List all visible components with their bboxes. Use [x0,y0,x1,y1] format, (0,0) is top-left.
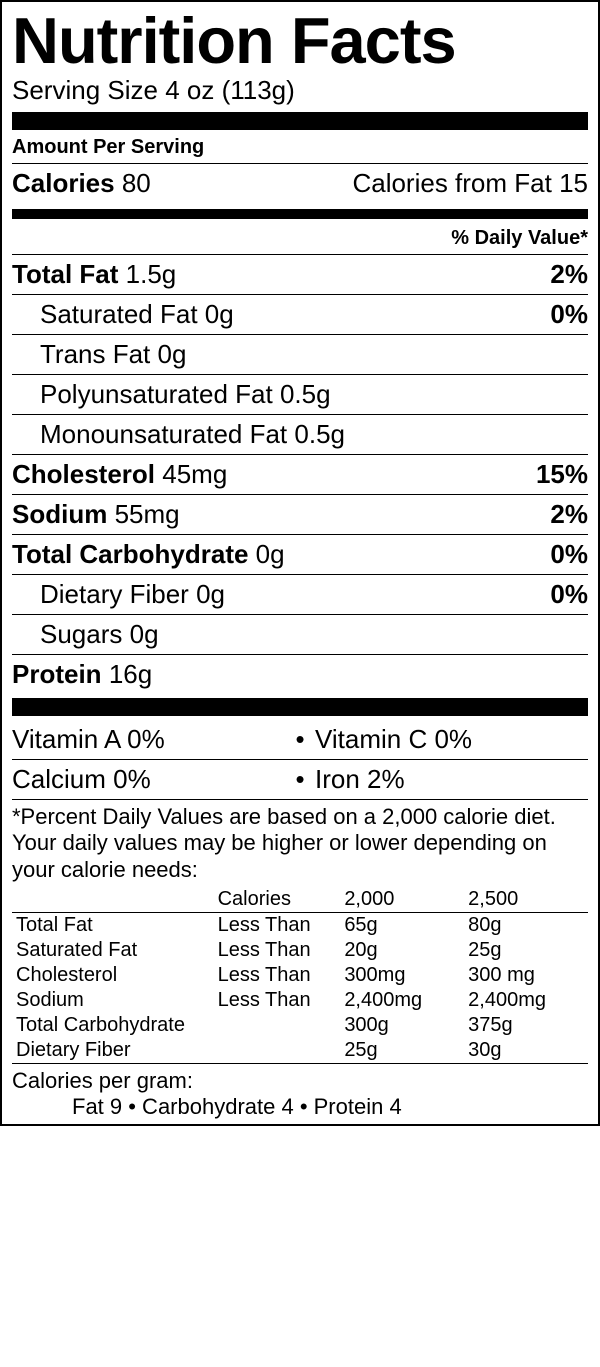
calories-from-fat-value: 15 [559,168,588,198]
nutrient-row-sugars: Sugars 0g [12,615,588,654]
serving-size-value: 4 oz (113g) [165,75,295,105]
divider-thick [12,112,588,130]
nutrient-row-total-fat: Total Fat 1.5g 2% [12,255,588,294]
fiber-value: 0g [196,579,225,609]
nutrient-row-poly-fat: Polyunsaturated Fat 0.5g [12,375,588,414]
calories-value: 80 [122,168,151,198]
dv-header: % Daily Value* [12,223,588,254]
protein-label: Protein [12,659,102,689]
calories-label: Calories [12,168,115,198]
calories-from-fat-label: Calories from Fat [352,168,551,198]
vit-c-value: 0% [434,724,472,754]
bullet-icon: • [285,724,315,755]
calories-per-gram: Calories per gram: Fat 9 • Carbohydrate … [12,1064,588,1120]
sat-fat-dv: 0% [550,299,588,330]
trans-fat-label: Trans Fat [40,339,150,369]
total-fat-value: 1.5g [126,259,177,289]
vit-a-value: 0% [127,724,165,754]
vitamin-row-1: Vitamin A 0% • Vitamin C 0% [12,720,588,759]
fiber-label: Dietary Fiber [40,579,189,609]
cpg-label: Calories per gram: [12,1068,588,1094]
total-carb-value: 0g [256,539,285,569]
cpg-values: Fat 9 • Carbohydrate 4 • Protein 4 [12,1094,588,1120]
amount-per-serving: Amount Per Serving [12,136,588,159]
vit-c-label: Vitamin C [315,724,427,754]
poly-fat-label: Polyunsaturated Fat [40,379,273,409]
cholesterol-dv: 15% [536,459,588,490]
nutrient-row-mono-fat: Monounsaturated Fat 0.5g [12,415,588,454]
total-fat-label: Total Fat [12,259,118,289]
footnote: *Percent Daily Values are based on a 2,0… [12,800,588,887]
mono-fat-label: Monounsaturated Fat [40,419,287,449]
divider-med [12,209,588,219]
sodium-value: 55mg [115,499,180,529]
serving-size: Serving Size 4 oz (113g) [12,75,588,106]
divider-thick [12,698,588,716]
cholesterol-label: Cholesterol [12,459,155,489]
vitamin-row-2: Calcium 0% • Iron 2% [12,760,588,799]
sodium-dv: 2% [550,499,588,530]
vit-a-label: Vitamin A [12,724,120,754]
sugars-label: Sugars [40,619,122,649]
serving-size-label: Serving Size [12,75,158,105]
nutrient-row-sat-fat: Saturated Fat 0g 0% [12,295,588,334]
nutrition-facts-label: Nutrition Facts Serving Size 4 oz (113g)… [0,0,600,1126]
total-carb-dv: 0% [550,539,588,570]
nutrient-row-cholesterol: Cholesterol 45mg 15% [12,455,588,494]
protein-value: 16g [109,659,152,689]
bullet-icon: • [285,764,315,795]
poly-fat-value: 0.5g [280,379,331,409]
sugars-value: 0g [130,619,159,649]
calcium-label: Calcium [12,764,106,794]
nutrient-row-sodium: Sodium 55mg 2% [12,495,588,534]
total-fat-dv: 2% [550,259,588,290]
fiber-dv: 0% [550,579,588,610]
sodium-label: Sodium [12,499,107,529]
iron-label: Iron [315,764,360,794]
cholesterol-value: 45mg [162,459,227,489]
sat-fat-label: Saturated Fat [40,299,198,329]
sat-fat-value: 0g [205,299,234,329]
nutrient-row-fiber: Dietary Fiber 0g 0% [12,575,588,614]
nutrient-row-total-carb: Total Carbohydrate 0g 0% [12,535,588,574]
calcium-value: 0% [113,764,151,794]
nutrient-row-trans-fat: Trans Fat 0g [12,335,588,374]
nutrient-row-protein: Protein 16g [12,655,588,694]
iron-value: 2% [367,764,405,794]
calorie-table: Calories2,0002,500Total FatLess Than65g8… [12,887,588,1063]
title: Nutrition Facts [12,8,588,73]
calories-row: Calories 80 Calories from Fat 15 [12,164,588,205]
mono-fat-value: 0.5g [294,419,345,449]
total-carb-label: Total Carbohydrate [12,539,248,569]
trans-fat-value: 0g [158,339,187,369]
